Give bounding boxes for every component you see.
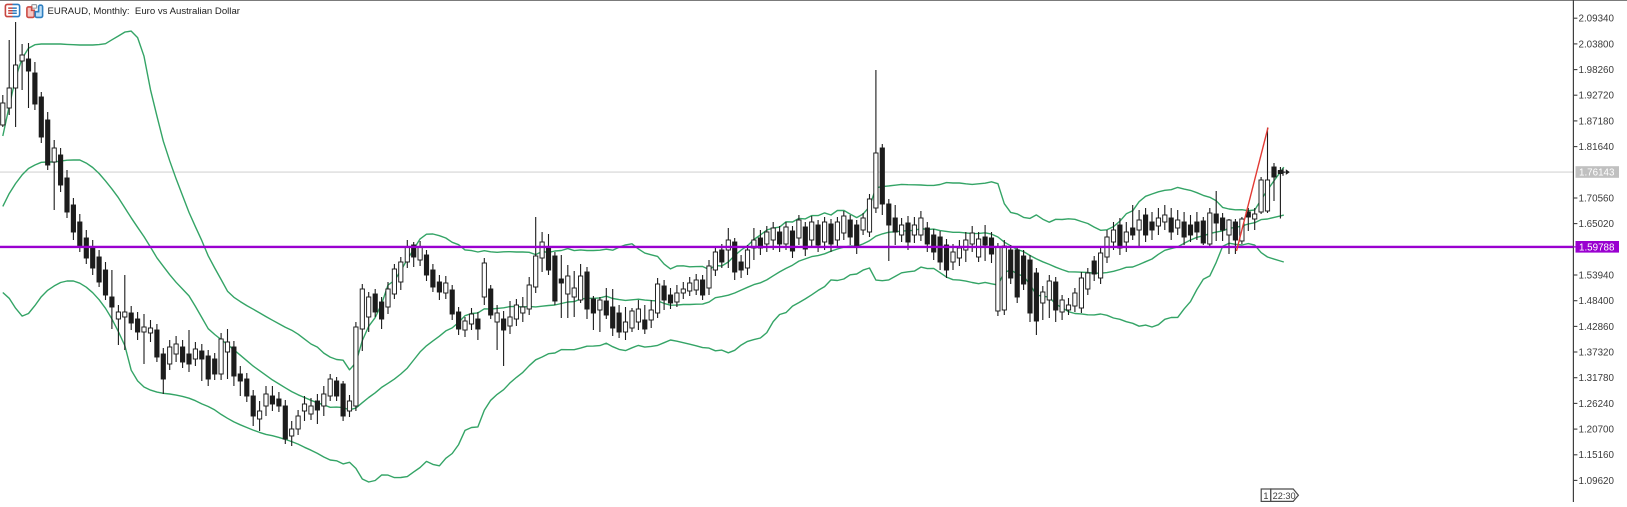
svg-text:1.53940: 1.53940 <box>1579 270 1615 281</box>
svg-text:1.87180: 1.87180 <box>1579 116 1615 127</box>
svg-text:1.92720: 1.92720 <box>1579 91 1615 102</box>
svg-text:EURAUD, Monthly: Euro vs Aust: EURAUD, Monthly: Euro vs Australian Doll… <box>48 6 241 17</box>
svg-text:1.70560: 1.70560 <box>1579 193 1615 204</box>
svg-text:2.09340: 2.09340 <box>1579 14 1615 25</box>
svg-text:1.98260: 1.98260 <box>1579 65 1615 76</box>
svg-text:1.09620: 1.09620 <box>1579 476 1615 487</box>
svg-text:1.15160: 1.15160 <box>1579 450 1615 461</box>
svg-text:1.65020: 1.65020 <box>1579 219 1615 230</box>
svg-text:1.81640: 1.81640 <box>1579 142 1615 153</box>
svg-text:1.26240: 1.26240 <box>1579 399 1615 410</box>
svg-text:1.59788: 1.59788 <box>1579 242 1615 253</box>
svg-text:1.76143: 1.76143 <box>1579 168 1615 179</box>
svg-text:1.31780: 1.31780 <box>1579 373 1615 384</box>
svg-text:1: 1 <box>1263 491 1268 501</box>
svg-text:22:30: 22:30 <box>1273 491 1296 501</box>
svg-text:1.20700: 1.20700 <box>1579 425 1615 436</box>
svg-text:1.48400: 1.48400 <box>1579 296 1615 307</box>
svg-text:1.37320: 1.37320 <box>1579 347 1615 358</box>
svg-text:2.03800: 2.03800 <box>1579 39 1615 50</box>
svg-text:1.42860: 1.42860 <box>1579 322 1615 333</box>
